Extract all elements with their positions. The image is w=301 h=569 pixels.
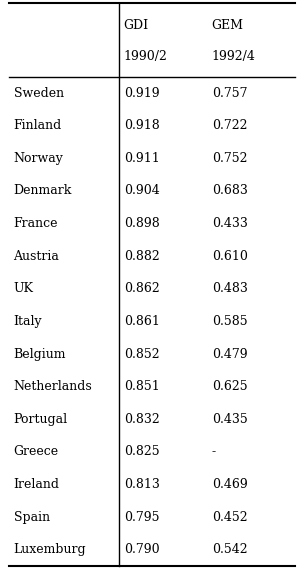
Text: -: - [212,446,216,459]
Text: 0.862: 0.862 [124,282,160,295]
Text: 0.832: 0.832 [124,413,160,426]
Text: 0.752: 0.752 [212,152,247,165]
Text: Spain: Spain [14,511,50,523]
Text: Portugal: Portugal [14,413,68,426]
Text: 0.911: 0.911 [124,152,160,165]
Text: 0.722: 0.722 [212,119,247,132]
Text: Netherlands: Netherlands [14,380,92,393]
Text: 0.585: 0.585 [212,315,247,328]
Text: 0.861: 0.861 [124,315,160,328]
Text: UK: UK [14,282,33,295]
Text: 0.435: 0.435 [212,413,247,426]
Text: Belgium: Belgium [14,348,66,361]
Text: 0.433: 0.433 [212,217,248,230]
Text: 0.757: 0.757 [212,86,247,100]
Text: 0.825: 0.825 [124,446,159,459]
Text: 0.483: 0.483 [212,282,248,295]
Text: GDI: GDI [124,19,149,31]
Text: 0.610: 0.610 [212,250,248,263]
Text: Luxemburg: Luxemburg [14,543,86,556]
Text: 0.452: 0.452 [212,511,247,523]
Text: 0.625: 0.625 [212,380,247,393]
Text: 0.918: 0.918 [124,119,160,132]
Text: 0.790: 0.790 [124,543,159,556]
Text: 0.813: 0.813 [124,478,160,491]
Text: GEM: GEM [212,19,244,31]
Text: Greece: Greece [14,446,59,459]
Text: 0.469: 0.469 [212,478,247,491]
Text: France: France [14,217,58,230]
Text: 1990/2: 1990/2 [124,50,168,63]
Text: 0.479: 0.479 [212,348,247,361]
Text: Finland: Finland [14,119,62,132]
Text: Norway: Norway [14,152,64,165]
Text: 0.795: 0.795 [124,511,159,523]
Text: 0.919: 0.919 [124,86,159,100]
Text: Sweden: Sweden [14,86,64,100]
Text: 0.683: 0.683 [212,184,248,197]
Text: 0.542: 0.542 [212,543,247,556]
Text: 0.851: 0.851 [124,380,160,393]
Text: Denmark: Denmark [14,184,72,197]
Text: 0.904: 0.904 [124,184,160,197]
Text: Ireland: Ireland [14,478,60,491]
Text: 1992/4: 1992/4 [212,50,256,63]
Text: 0.852: 0.852 [124,348,159,361]
Text: 0.898: 0.898 [124,217,160,230]
Text: Italy: Italy [14,315,42,328]
Text: 0.882: 0.882 [124,250,160,263]
Text: Austria: Austria [14,250,59,263]
